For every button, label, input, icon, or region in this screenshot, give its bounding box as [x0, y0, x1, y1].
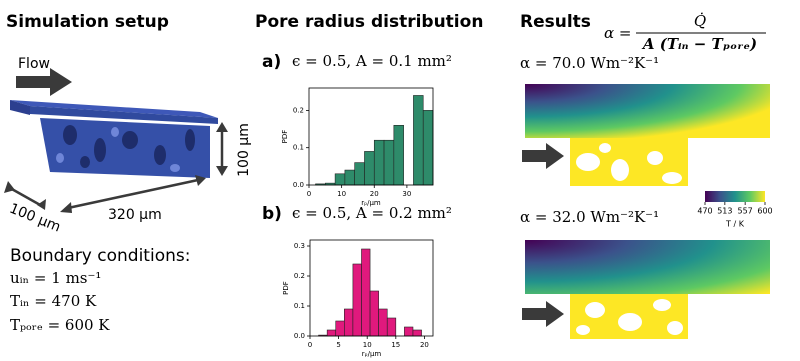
bar — [355, 163, 365, 185]
x-tick-label: 15 — [391, 341, 400, 349]
bar — [344, 309, 353, 336]
formula: Q̇ — [694, 12, 706, 30]
y-axis-label: PDF — [281, 130, 289, 144]
panel-label: b) — [262, 204, 282, 224]
length-label: 320 µm — [108, 207, 162, 223]
boundary-condition: Tᵢₙ = 470 K — [10, 292, 97, 310]
x-axis-label: rₚ/µm — [361, 199, 381, 207]
y-tick-label: 0.0 — [293, 181, 304, 189]
x-tick-label: 10 — [337, 190, 346, 198]
bar — [379, 309, 388, 336]
bar — [335, 174, 345, 185]
boundary-condition: uᵢₙ = 1 ms⁻¹ — [10, 269, 101, 287]
x-tick-label: 5 — [336, 341, 340, 349]
bar — [336, 321, 345, 336]
y-tick-label: 0.1 — [294, 302, 305, 310]
alpha-label: α = 70.0 Wm⁻²K⁻¹ — [520, 54, 659, 72]
boundary-condition: Tₚₒᵣₑ = 600 K — [10, 316, 110, 334]
bar — [387, 318, 396, 336]
flow-label: Flow — [18, 56, 50, 72]
boundary-title: Boundary conditions: — [10, 246, 190, 266]
bar — [384, 140, 394, 185]
x-tick-label: 10 — [363, 341, 372, 349]
y-tick-label: 0.3 — [294, 242, 305, 250]
bar — [353, 264, 362, 336]
colorbar — [705, 191, 765, 202]
height-label: 100 µm — [236, 123, 252, 177]
section-title: Simulation setup — [6, 12, 169, 32]
temperature-field — [522, 240, 770, 339]
section-title: Pore radius distribution — [255, 12, 483, 32]
width-label: 100 µm — [7, 201, 63, 236]
bar — [374, 140, 384, 185]
colorbar-tick-label: 513 — [717, 207, 732, 216]
case-label: ϵ = 0.5, A = 0.1 mm² — [292, 52, 452, 70]
y-tick-label: 0.2 — [293, 106, 304, 114]
y-tick-label: 0.2 — [294, 272, 305, 280]
bar — [394, 125, 404, 185]
bar — [423, 110, 433, 185]
temperature-field — [522, 84, 770, 186]
bar — [413, 330, 422, 336]
x-tick-label: 0 — [308, 341, 312, 349]
porous-structure — [10, 100, 218, 178]
formula: A (Tᵢₙ − Tₚₒᵣₑ) — [641, 35, 757, 53]
y-axis-label: PDF — [282, 281, 290, 295]
alpha-label: α = 32.0 Wm⁻²K⁻¹ — [520, 208, 659, 226]
x-tick-label: 0 — [307, 190, 311, 198]
x-tick-label: 30 — [402, 190, 411, 198]
bar — [370, 291, 379, 336]
colorbar-tick-label: 600 — [757, 207, 772, 216]
figure: Simulation setup Flow 100 µm 320 µm 100 … — [0, 0, 800, 361]
bar — [345, 170, 355, 185]
bar — [404, 327, 413, 336]
colorbar-label: T / K — [725, 220, 745, 229]
bar — [327, 330, 336, 336]
bar — [413, 95, 423, 185]
formula: α = — [604, 24, 631, 42]
flow-arrow — [16, 68, 72, 96]
y-tick-label: 0.1 — [293, 144, 304, 152]
y-tick-label: 0.0 — [294, 332, 305, 340]
colorbar-tick-label: 557 — [738, 207, 753, 216]
bar — [361, 249, 370, 336]
x-tick-label: 20 — [370, 190, 379, 198]
panel-label: a) — [262, 52, 281, 72]
x-tick-label: 20 — [420, 341, 429, 349]
section-title: Results — [520, 12, 591, 32]
colorbar-tick-label: 470 — [697, 207, 712, 216]
x-axis-label: rₚ/µm — [362, 350, 382, 358]
bar — [364, 151, 374, 185]
